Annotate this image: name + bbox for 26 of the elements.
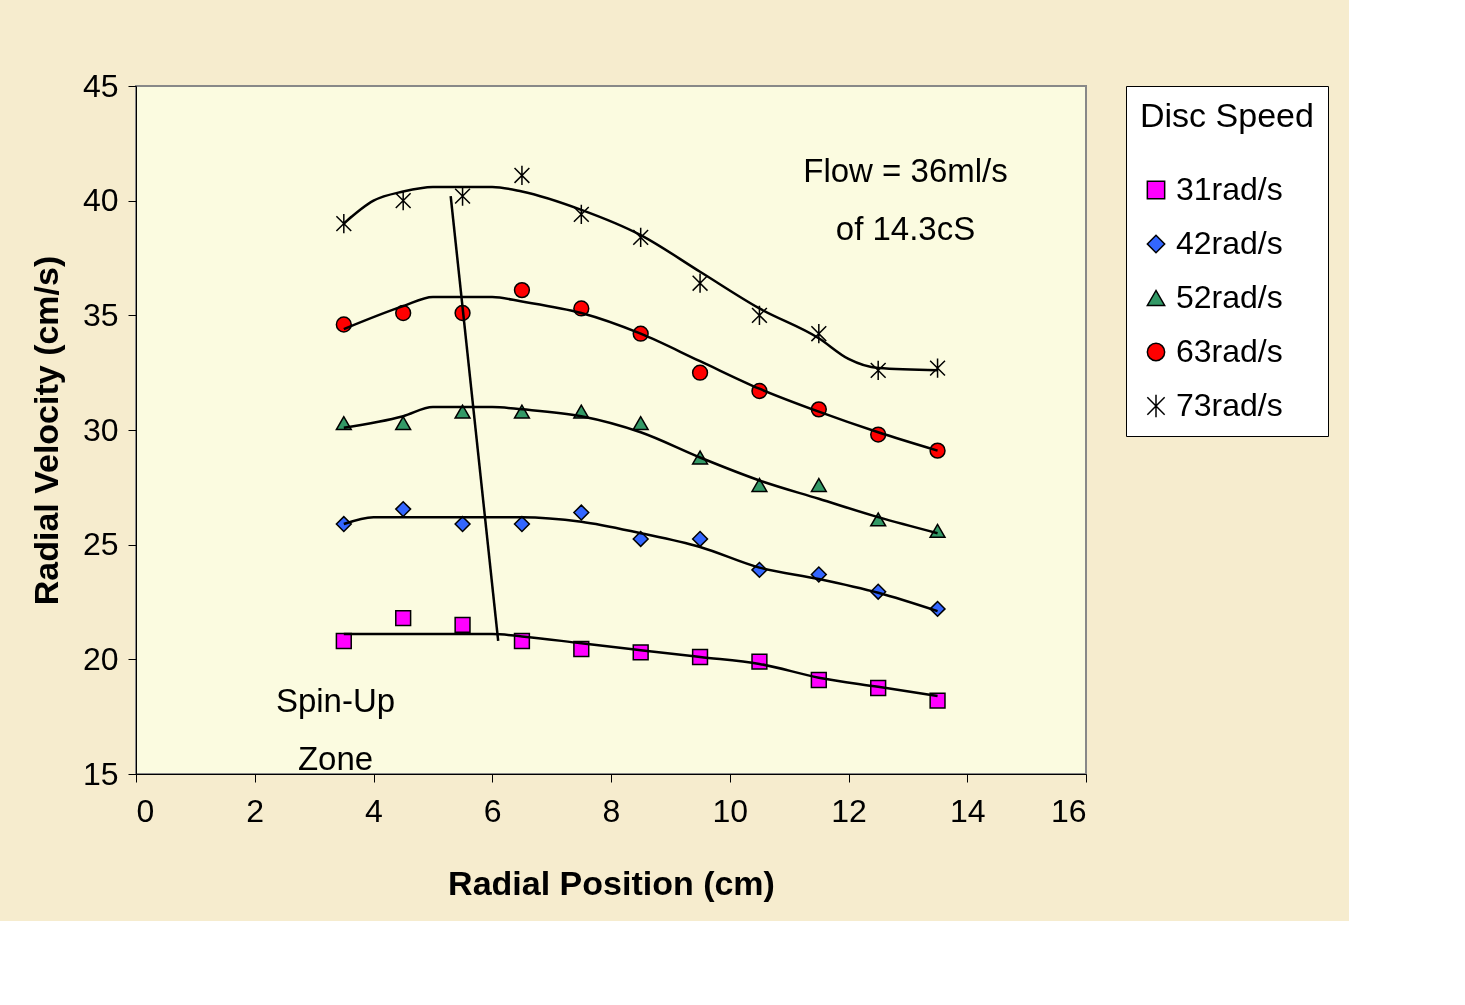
legend-label: 63rad/s: [1176, 333, 1283, 369]
x-tick-label: 2: [246, 792, 265, 829]
legend-label: 42rad/s: [1176, 225, 1283, 261]
x-tick-label: 14: [949, 792, 986, 829]
x-tick-label: 6: [483, 792, 502, 829]
legend-label: 31rad/s: [1176, 171, 1283, 207]
y-tick-label: 15: [82, 755, 119, 792]
x-tick-label: 0: [136, 792, 155, 829]
x-tick-label: 8: [602, 792, 621, 829]
annotation: Spin-Up Zone: [275, 682, 396, 777]
y-axis-title: Radial Velocity (cm/s): [26, 255, 65, 606]
x-tick-label: 12: [831, 792, 867, 829]
y-tick-label: 20: [82, 640, 119, 677]
legend-label: 73rad/s: [1176, 387, 1283, 423]
x-tick-label: 4: [365, 792, 383, 829]
y-tick-label: 25: [82, 526, 119, 563]
y-tick-label: 30: [82, 411, 119, 448]
legend-label: 52rad/s: [1176, 279, 1283, 315]
x-tick-label: 16: [1050, 792, 1087, 829]
y-tick-label: 40: [82, 182, 119, 219]
annotation: Flow = 36ml/s of 14.3cS: [803, 152, 1008, 247]
y-tick-label: 35: [82, 296, 119, 333]
y-tick-label: 45: [82, 67, 119, 104]
legend-title: Disc Speed: [1140, 96, 1314, 134]
x-axis-title: Radial Position (cm): [448, 863, 775, 902]
x-tick-label: 10: [712, 792, 749, 829]
